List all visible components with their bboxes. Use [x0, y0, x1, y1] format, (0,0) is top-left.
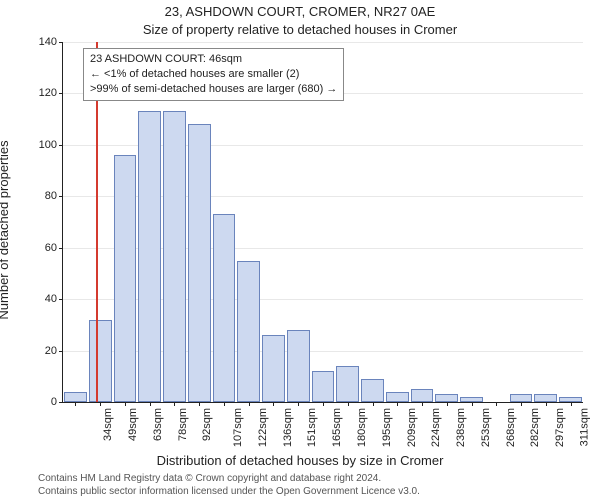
histogram-bar — [534, 394, 557, 402]
plot-area: 02040608010012014034sqm49sqm63sqm78sqm92… — [62, 42, 583, 403]
attribution-line-1: Contains HM Land Registry data © Crown c… — [38, 472, 420, 485]
histogram-bar — [237, 261, 260, 402]
histogram-bar — [312, 371, 335, 402]
xtick-label: 122sqm — [257, 408, 269, 447]
histogram-bar — [287, 330, 310, 402]
xtick-label: 49sqm — [127, 408, 139, 441]
xtick-label: 282sqm — [529, 408, 541, 447]
attribution-line-2: Contains public sector information licen… — [38, 485, 420, 498]
xtick-label: 136sqm — [282, 408, 294, 447]
annotation-line-2: ← <1% of detached houses are smaller (2) — [90, 67, 337, 82]
y-axis-label: Number of detached properties — [0, 51, 11, 230]
ytick-label: 40 — [45, 293, 63, 305]
histogram-bar — [89, 320, 112, 402]
histogram-bar — [411, 389, 434, 402]
histogram-bar — [336, 366, 359, 402]
xtick-label: 253sqm — [480, 408, 492, 447]
histogram-bar — [213, 214, 236, 402]
xtick-mark — [348, 402, 349, 406]
gridline — [63, 42, 583, 43]
histogram-bar — [114, 155, 137, 402]
xtick-mark — [150, 402, 151, 406]
xtick-label: 107sqm — [232, 408, 244, 447]
xtick-mark — [546, 402, 547, 406]
xtick-mark — [298, 402, 299, 406]
histogram-bar — [138, 111, 161, 402]
xtick-label: 151sqm — [307, 408, 319, 447]
xtick-mark — [224, 402, 225, 406]
xtick-mark — [174, 402, 175, 406]
xtick-mark — [422, 402, 423, 406]
histogram-bar — [188, 124, 211, 402]
histogram-bar — [510, 394, 533, 402]
ytick-label: 60 — [45, 242, 63, 254]
ytick-label: 20 — [45, 345, 63, 357]
xtick-label: 63sqm — [152, 408, 164, 441]
ytick-label: 120 — [39, 87, 63, 99]
annotation-box: 23 ASHDOWN COURT: 46sqm ← <1% of detache… — [83, 48, 344, 101]
xtick-label: 224sqm — [430, 408, 442, 447]
xtick-label: 238sqm — [455, 408, 467, 447]
attribution-text: Contains HM Land Registry data © Crown c… — [38, 472, 420, 498]
xtick-label: 311sqm — [578, 408, 590, 446]
ytick-label: 100 — [39, 139, 63, 151]
histogram-bar — [163, 111, 186, 402]
xtick-label: 180sqm — [356, 408, 368, 447]
xtick-mark — [100, 402, 101, 406]
histogram-bar — [262, 335, 285, 402]
xtick-label: 92sqm — [201, 408, 213, 441]
xtick-label: 209sqm — [406, 408, 418, 447]
x-axis-label: Distribution of detached houses by size … — [0, 453, 600, 468]
chart-title-main: 23, ASHDOWN COURT, CROMER, NR27 0AE — [0, 4, 600, 19]
xtick-mark — [521, 402, 522, 406]
xtick-mark — [199, 402, 200, 406]
chart-container: 23, ASHDOWN COURT, CROMER, NR27 0AE Size… — [0, 0, 600, 500]
histogram-bar — [386, 392, 409, 402]
xtick-mark — [397, 402, 398, 406]
xtick-mark — [571, 402, 572, 406]
xtick-mark — [373, 402, 374, 406]
annotation-line-1: 23 ASHDOWN COURT: 46sqm — [90, 52, 337, 67]
histogram-bar — [64, 392, 87, 402]
xtick-mark — [323, 402, 324, 406]
xtick-label: 297sqm — [554, 408, 566, 447]
ytick-label: 80 — [45, 190, 63, 202]
xtick-mark — [496, 402, 497, 406]
xtick-mark — [447, 402, 448, 406]
xtick-label: 165sqm — [331, 408, 343, 447]
xtick-mark — [125, 402, 126, 406]
xtick-label: 268sqm — [505, 408, 517, 447]
xtick-label: 195sqm — [381, 408, 393, 447]
chart-title-sub: Size of property relative to detached ho… — [0, 22, 600, 37]
ytick-label: 140 — [39, 36, 63, 48]
xtick-mark — [273, 402, 274, 406]
xtick-mark — [249, 402, 250, 406]
xtick-label: 78sqm — [177, 408, 189, 441]
ytick-label: 0 — [51, 396, 63, 408]
xtick-mark — [75, 402, 76, 406]
histogram-bar — [435, 394, 458, 402]
xtick-label: 34sqm — [102, 408, 114, 441]
xtick-mark — [472, 402, 473, 406]
histogram-bar — [361, 379, 384, 402]
annotation-line-3: >99% of semi-detached houses are larger … — [90, 82, 337, 97]
